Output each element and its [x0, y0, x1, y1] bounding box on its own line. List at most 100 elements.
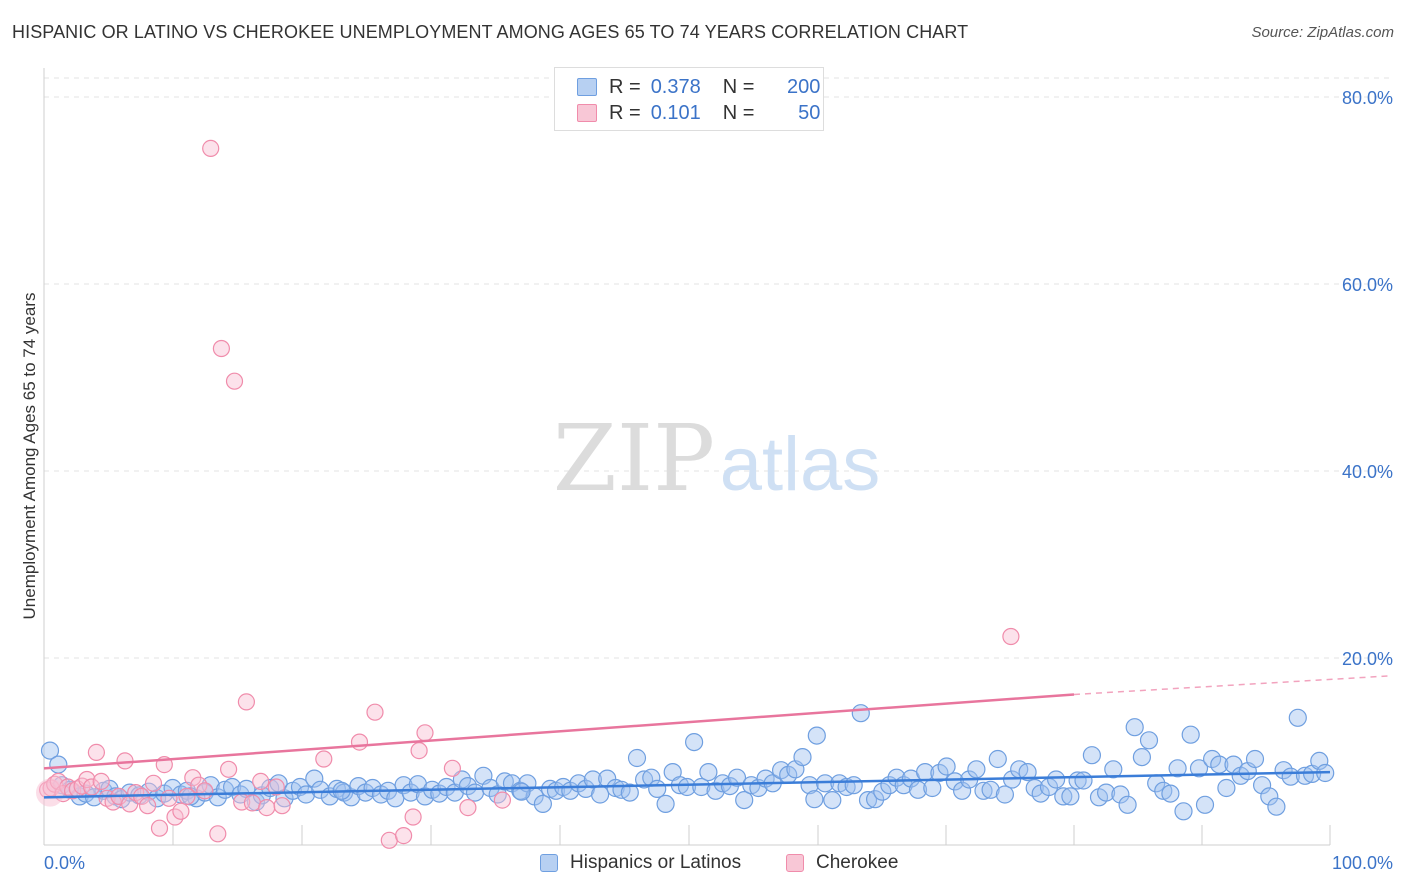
- hispanic-point: [1202, 749, 1222, 769]
- cherokee-point: [273, 797, 291, 815]
- n-label: N =: [722, 101, 755, 124]
- hispanic-point: [1245, 749, 1265, 769]
- cherokee-point: [92, 772, 110, 791]
- tick-labels: 20.0% 40.0% 60.0% 80.0% 0.0% 100.0% Unemployme…: [20, 88, 1393, 873]
- legend-row-cherokee: R = 0.101 N = 50: [577, 101, 820, 125]
- hispanic-point: [458, 776, 477, 796]
- hispanic-point: [1096, 783, 1116, 802]
- hispanic-point: [735, 790, 754, 810]
- cherokee-point: [252, 772, 270, 791]
- hispanic-point: [634, 770, 654, 789]
- hispanic-point: [1132, 747, 1152, 767]
- hispanic-point: [793, 747, 812, 767]
- hispanic-point: [677, 777, 697, 797]
- y-tick-label: 80.0%: [1342, 88, 1393, 108]
- hispanic-point: [648, 779, 667, 799]
- hispanic-point: [1154, 781, 1173, 800]
- hispanic-point: [1082, 746, 1102, 765]
- hispanic-point: [967, 760, 986, 779]
- cherokee-point: [459, 798, 477, 817]
- cherokee-point: [366, 703, 384, 721]
- cherokee-point: [225, 372, 244, 390]
- hispanic-point: [887, 768, 906, 787]
- cherokee-point: [350, 733, 369, 751]
- n-value: 50: [798, 101, 821, 124]
- hispanic-point: [1061, 787, 1080, 806]
- hispanic-point: [533, 794, 553, 814]
- cherokee-swatch: [577, 104, 597, 122]
- legend-row-hispanic: R = 0.378 N = 200: [577, 75, 820, 99]
- hispanic-point: [1104, 760, 1123, 779]
- cherokee-legend-swatch: [786, 854, 804, 872]
- cherokee-point: [243, 794, 261, 812]
- hispanic-point: [823, 790, 842, 810]
- hispanic-point: [1252, 776, 1272, 795]
- hispanic-point: [1125, 718, 1144, 737]
- axis-layer: [43, 68, 1331, 846]
- cherokee-point: [267, 778, 285, 796]
- hispanic-point: [800, 776, 819, 795]
- hispanic-point: [296, 785, 316, 804]
- cherokee-point: [443, 759, 461, 777]
- cherokee-point: [87, 743, 106, 762]
- hispanic-point: [937, 757, 956, 776]
- hispanic-point: [974, 781, 993, 800]
- cherokee-point: [172, 802, 190, 820]
- trend-layer: [43, 675, 1393, 799]
- r-value: 0.101: [650, 101, 701, 124]
- cherokee-point: [209, 825, 227, 843]
- hispanic-point: [805, 790, 824, 809]
- hispanic-point: [40, 741, 60, 760]
- hispanic-point: [1074, 771, 1093, 790]
- n-value: 200: [787, 75, 821, 98]
- watermark-atlas: atlas: [720, 422, 881, 507]
- hispanic-point: [1274, 761, 1293, 780]
- x-tick-label: 0.0%: [44, 853, 85, 873]
- hispanic-point: [1161, 784, 1180, 803]
- cherokee-point: [315, 750, 333, 768]
- hispanic-point: [1139, 731, 1159, 750]
- series-legend: Hispanics or Latinos Cherokee: [0, 852, 1406, 878]
- hispanic-point: [415, 787, 435, 806]
- legend-item-cherokee[interactable]: Cherokee: [786, 852, 898, 874]
- r-value: 0.378: [650, 75, 701, 98]
- r-label: R =: [609, 101, 641, 124]
- cherokee-point: [36, 778, 64, 807]
- hispanic-point: [583, 770, 603, 789]
- cherokee-point: [493, 791, 511, 809]
- legend-label-hispanic: Hispanics or Latinos: [570, 852, 742, 873]
- hispanic-point: [49, 755, 68, 774]
- correlation-legend: R = 0.378 N = 200 R = 0.101 N = 50: [554, 67, 824, 131]
- hispanic-point: [851, 704, 870, 723]
- hispanic-point: [1168, 759, 1187, 778]
- cherokee-point: [150, 819, 169, 837]
- hispanic-point: [1189, 759, 1209, 778]
- cherokee-point: [178, 787, 196, 806]
- cherokee-point: [404, 808, 422, 826]
- hispanic-point: [1018, 762, 1037, 782]
- hispanic-point: [865, 790, 885, 809]
- hispanic-point: [930, 763, 949, 783]
- cherokee-point: [144, 774, 163, 792]
- hispanic-point: [699, 762, 718, 782]
- cherokee-point: [202, 139, 220, 157]
- n-label: N =: [722, 75, 755, 98]
- hispanic-point: [1174, 802, 1193, 821]
- hispanic-point: [1260, 787, 1279, 806]
- grid-layer: [44, 77, 1392, 659]
- x-tick-label: 100.0%: [1332, 853, 1393, 873]
- cherokee-point: [220, 760, 238, 778]
- cherokee-trend-line: [43, 693, 1075, 770]
- hispanic-point: [727, 768, 747, 787]
- cherokee-point: [380, 831, 398, 849]
- cherokee-point: [160, 789, 178, 807]
- legend-item-hispanic[interactable]: Hispanics or Latinos: [540, 852, 741, 874]
- y-tick-label: 20.0%: [1342, 649, 1393, 669]
- y-axis-title: Unemployment Among Ages 65 to 74 years: [20, 293, 39, 620]
- hispanic-point: [1288, 708, 1307, 727]
- cherokee-point: [212, 339, 230, 358]
- watermark: ZIP atlas: [553, 405, 880, 512]
- hispanic-point: [844, 776, 863, 795]
- hispanic-point: [923, 778, 942, 798]
- hispanic-point: [945, 772, 965, 791]
